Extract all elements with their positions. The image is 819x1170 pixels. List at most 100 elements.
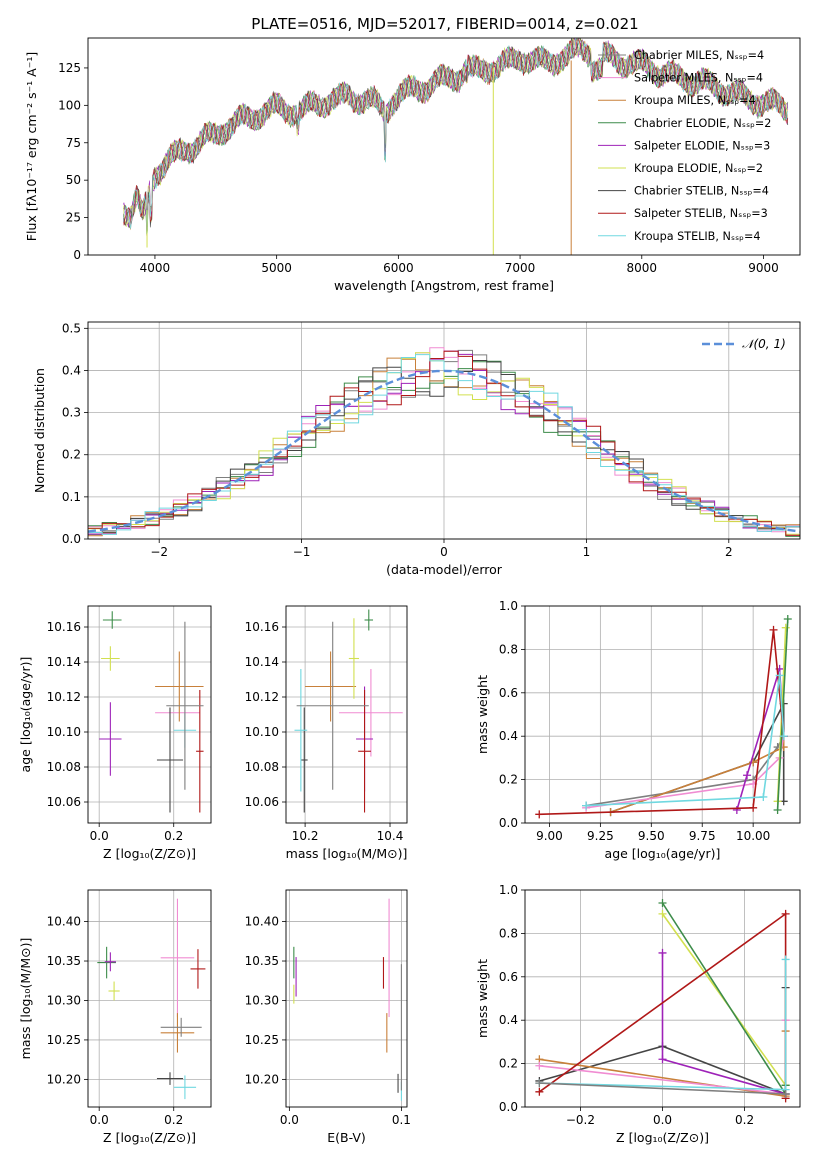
x-tick-label: 0.2 xyxy=(164,829,183,843)
axes-frame xyxy=(87,321,801,540)
y-tick-label: 0.6 xyxy=(499,686,518,700)
legend-label: Salpeter STELIB, Nₛₛₚ=3 xyxy=(634,207,768,220)
axes-frame xyxy=(87,37,801,256)
x-tick-label: 0.2 xyxy=(735,1113,754,1127)
spectrum-legend: Chabrier MILES, Nₛₛₚ=4 Salpeter MILES, Nₛ… xyxy=(598,49,771,243)
plus-marker xyxy=(759,792,768,801)
histogram-series xyxy=(88,360,800,533)
y-tick-label: 10.12 xyxy=(245,690,279,704)
mass_vs_ebv-axes: 0.0 0.1 10.20 10.25 10.30 10.35 10.40 E(B-V) xyxy=(245,889,411,1145)
y-tick-label: 50 xyxy=(66,173,81,187)
y-tick-label: 10.16 xyxy=(245,620,279,634)
y-tick-label: 0.3 xyxy=(62,406,81,420)
y-tick-label: 0.0 xyxy=(499,1100,518,1114)
histogram-steps xyxy=(88,347,800,537)
y-tick-label: 10.40 xyxy=(245,915,279,929)
y-tick-label: 10.35 xyxy=(47,954,81,968)
y-tick-label: 1.0 xyxy=(499,599,518,613)
plus-marker xyxy=(775,671,784,680)
legend-label: Salpeter ELODIE, Nₛₛₚ=3 xyxy=(634,139,770,152)
x-tick-label: 10.2 xyxy=(292,829,319,843)
mass-weight-line xyxy=(539,1082,786,1095)
y-tick-label: 0.2 xyxy=(499,773,518,787)
y-tick-label: 0.2 xyxy=(62,448,81,462)
plus-marker xyxy=(779,732,788,741)
y-tick-label: 10.06 xyxy=(47,795,81,809)
plus-marker xyxy=(781,955,790,964)
mass-weight-lines xyxy=(535,899,790,1103)
plus-marker xyxy=(658,1055,667,1064)
axes-frame xyxy=(285,605,408,824)
y-tick-label: 25 xyxy=(66,211,81,225)
plus-marker xyxy=(743,771,752,780)
figure-title: PLATE=0516, MJD=52017, FIBERID=0014, z=0… xyxy=(251,15,638,33)
x-tick-label: 0.0 xyxy=(280,1113,299,1127)
x-tick-label: 10.00 xyxy=(736,829,770,843)
y-tick-label: 10.10 xyxy=(47,725,81,739)
legend-label: Chabrier MILES, Nₛₛₚ=4 xyxy=(634,49,764,62)
x-axis-label: age [log₁₀(age/yr)] xyxy=(605,846,721,861)
x-tick-label: 9.00 xyxy=(536,829,563,843)
y-tick-label: 10.14 xyxy=(245,655,279,669)
spectrum-lines xyxy=(123,38,789,255)
residuals-axes: −2 −1 0 1 2 0.0 0.1 0.2 0.3 0.4 0.5 (data-model)/er… xyxy=(32,321,801,577)
plus-marker xyxy=(781,623,790,632)
spectrum-line xyxy=(123,38,789,231)
x-axis-label: E(B-V) xyxy=(327,1130,366,1145)
y-tick-label: 0 xyxy=(73,248,81,262)
plus-marker xyxy=(781,1089,790,1098)
spectrum-axes: 4000 5000 6000 7000 8000 9000 0 25 50 75 100 125 wav… xyxy=(24,37,801,293)
y-tick-label: 0.4 xyxy=(499,1013,518,1027)
axes-frame xyxy=(87,889,212,1108)
plus-marker xyxy=(658,909,667,918)
mass-weight-line xyxy=(586,675,785,807)
plus-marker xyxy=(535,1087,544,1096)
y-tick-label: 10.16 xyxy=(47,620,81,634)
chart-panels: 4000 5000 6000 7000 8000 9000 0 25 50 75 100 125 wav… xyxy=(18,37,801,1145)
plus-marker xyxy=(732,805,741,814)
y-tick-label: 125 xyxy=(58,61,81,75)
axes-frame xyxy=(524,889,801,1108)
age_vs_Z-axes: 0.0 0.2 10.06 10.08 10.10 10.12 10.14 10.16 Z [l… xyxy=(18,605,212,861)
x-tick-label: 7000 xyxy=(505,261,536,275)
y-tick-label: 10.35 xyxy=(245,954,279,968)
x-tick-label: −1 xyxy=(293,545,311,559)
x-tick-label: 0.2 xyxy=(164,1113,183,1127)
x-axis-label: Z [log₁₀(Z/Z⊙)] xyxy=(103,1130,196,1145)
errorbar-points xyxy=(99,611,204,813)
y-axis-label: mass weight xyxy=(475,675,490,754)
mass-weight-line xyxy=(661,952,786,1095)
plus-marker xyxy=(783,615,792,624)
mass_vs_Z-axes: 0.0 0.2 10.20 10.25 10.30 10.35 10.40 Z [log₁₀(… xyxy=(18,889,212,1145)
plus-marker xyxy=(535,1061,544,1070)
x-tick-label: 9000 xyxy=(748,261,779,275)
errorbar-points xyxy=(293,898,402,1101)
y-axis-label: age [log₁₀(age/yr)] xyxy=(18,657,33,773)
mass-weight-lines xyxy=(535,615,792,819)
x-tick-label: 5000 xyxy=(261,261,292,275)
legend-label: Chabrier STELIB, Nₛₛₚ=4 xyxy=(634,185,769,198)
histogram-series xyxy=(88,350,800,536)
x-tick-label: 4000 xyxy=(140,261,171,275)
y-tick-label: 10.30 xyxy=(47,993,81,1007)
y-tick-label: 10.08 xyxy=(47,760,81,774)
plus-marker xyxy=(773,805,782,814)
y-axis-label: Normed distribution xyxy=(32,368,47,493)
y-axis-label: Flux [fλ10⁻¹⁷ erg cm⁻² s⁻¹ A⁻¹] xyxy=(24,52,39,241)
legend-label: Kroupa STELIB, Nₛₛₚ=4 xyxy=(634,230,760,243)
spectrum-line xyxy=(123,38,789,235)
plus-marker xyxy=(535,810,544,819)
x-tick-label: −2 xyxy=(150,545,168,559)
y-tick-label: 10.30 xyxy=(245,993,279,1007)
x-tick-label: 0.1 xyxy=(392,1113,411,1127)
legend-label: Kroupa ELODIE, Nₛₛₚ=2 xyxy=(634,162,763,175)
y-tick-label: 0.6 xyxy=(499,970,518,984)
x-tick-label: 9.75 xyxy=(689,829,716,843)
mass-weight-line xyxy=(661,902,787,1097)
x-tick-label: 0.0 xyxy=(90,829,109,843)
mass_weight_vs_age-axes: 9.00 9.25 9.50 9.75 10.00 0.0 0.2 0.4 0.6 0.8 1.0 a… xyxy=(475,599,801,861)
x-tick-label: 2 xyxy=(725,545,733,559)
legend-label: Chabrier ELODIE, Nₛₛₚ=2 xyxy=(634,117,771,130)
y-tick-label: 0.0 xyxy=(62,532,81,546)
x-tick-label: 9.50 xyxy=(638,829,665,843)
